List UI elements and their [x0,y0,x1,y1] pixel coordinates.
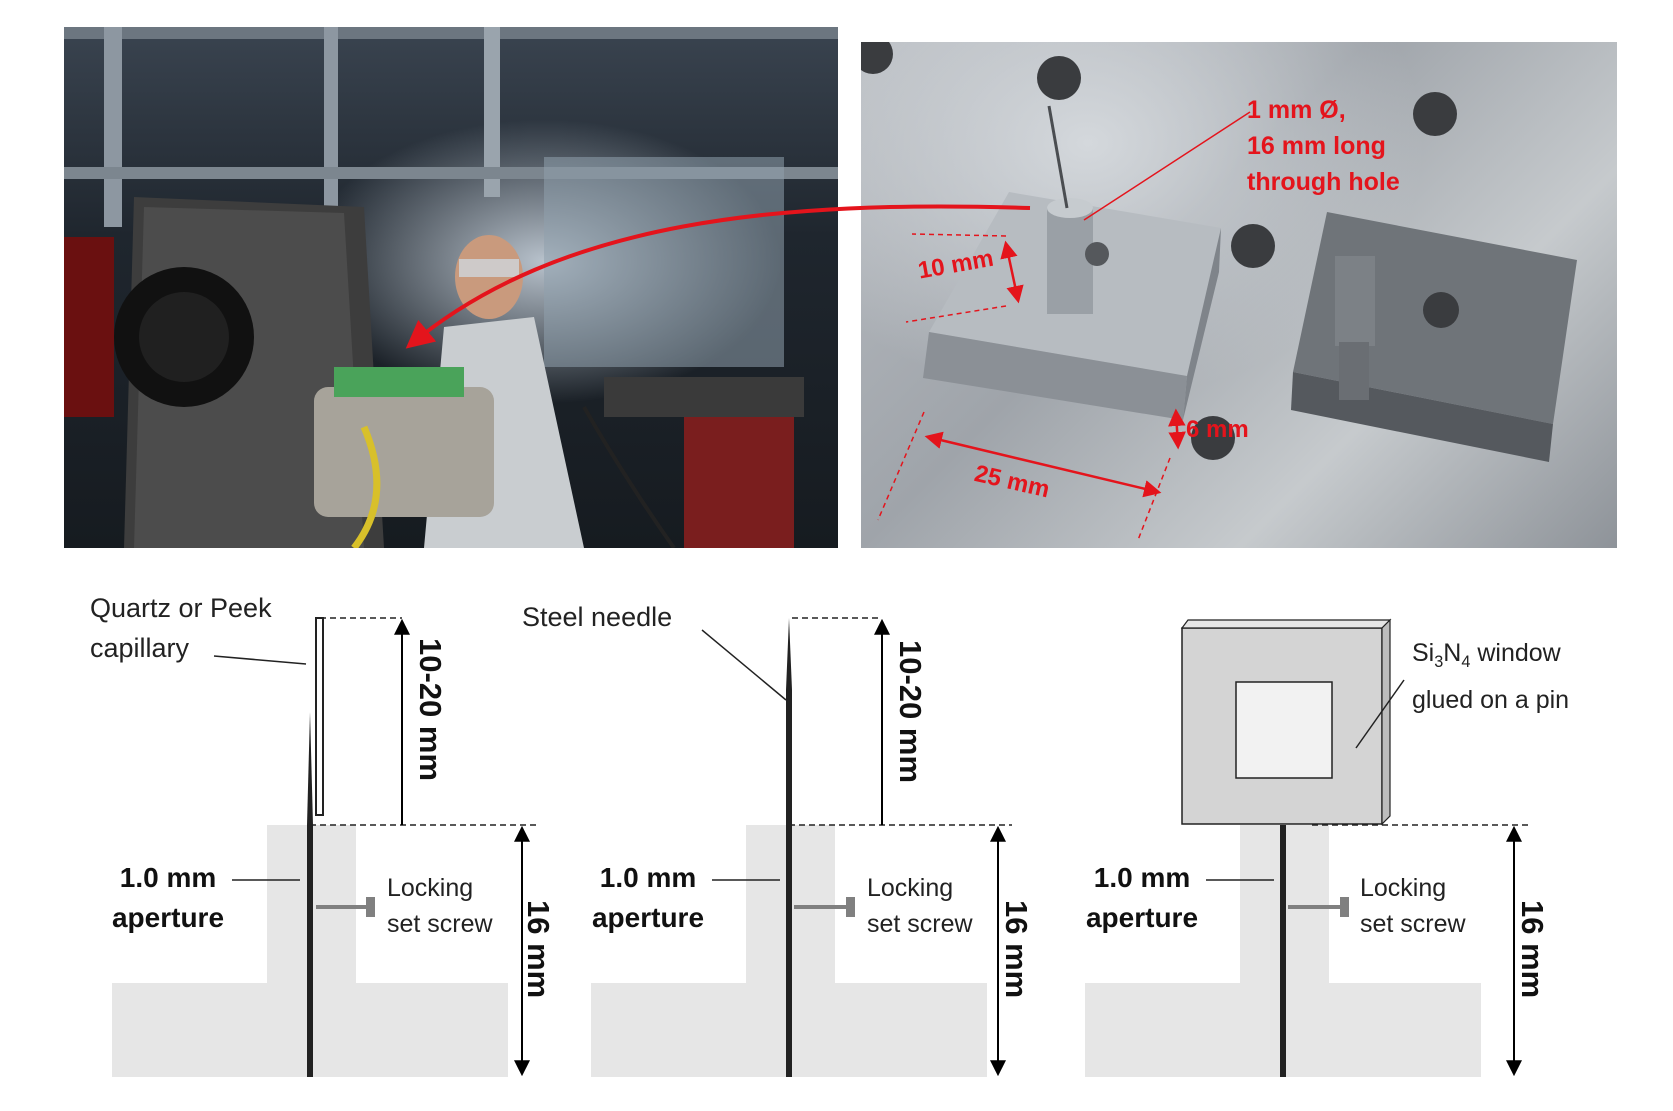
window-label-line2: glued on a pin [1412,686,1570,714]
window-pane [1235,681,1333,779]
needle-leader [701,629,787,701]
needle-tip [786,618,792,690]
window-label: Si3N4 window glued on a pin [1412,634,1569,719]
set-screw-label-3-line2: set screw [1360,910,1466,938]
through-hole-label-line3: through hole [1247,168,1400,196]
aperture-label-1: 1.0 mm aperture [98,858,238,938]
set-screw-label-1-line1: Locking [387,874,474,902]
thickness-dimension-label: 6 mm [1186,416,1249,443]
aperture-label-2-line2: aperture [591,902,705,933]
window-panel [1085,618,1530,1077]
set-screw-label-2: Locking set screw [867,870,973,942]
set-screw-label-3: Locking set screw [1360,870,1466,942]
window-label-line1: Si3N4 window [1412,639,1561,671]
capillary-label-line1: Quartz or Peek [90,593,272,623]
capillary-leader [213,655,307,665]
through-hole-label-line2: 16 mm long [1247,132,1386,160]
depth-label-1: 16 mm [521,900,556,999]
capillary-tip [307,712,313,825]
aperture-label-2-line1: 1.0 mm [599,862,697,893]
set-screw-label-2-line1: Locking [867,874,954,902]
needle-label: Steel needle [522,602,673,632]
set-screw-label-1-line2: set screw [387,910,493,938]
set-screw-label-2-line2: set screw [867,910,973,938]
through-hole-label-line1: 1 mm Ø, [1247,96,1346,124]
capillary-length-label: 10-20 mm [413,638,448,782]
needle-length-label: 10-20 mm [893,640,928,784]
through-hole-label: 1 mm Ø, 16 mm long through hole [1247,92,1400,200]
capillary-label: Quartz or Peek capillary [90,588,272,668]
capillary-tube [315,617,324,816]
sample-holder-photo [861,42,1617,548]
lab-photo-drawing [64,27,838,548]
aperture-label-1-line2: aperture [111,902,225,933]
set-screw-label-3-line1: Locking [1360,874,1447,902]
aperture-label-1-line1: 1.0 mm [119,862,217,893]
mounting-schematics [112,617,1530,1077]
photo-annotation-overlay [405,111,1251,541]
window-leader [1355,679,1405,749]
connection-arrow [405,204,1031,349]
set-screw-label-1: Locking set screw [387,870,493,942]
aperture-label-2: 1.0 mm aperture [578,858,718,938]
sample-holder-drawing [861,42,1577,462]
aperture-label-3-line2: aperture [1085,902,1199,933]
depth-label-3: 16 mm [1515,900,1550,999]
depth-label-2: 16 mm [999,900,1034,999]
needle-panel [591,617,1012,1077]
capillary-label-line2: capillary [90,633,190,663]
capillary-panel [112,617,536,1077]
aperture-label-3-line1: 1.0 mm [1093,862,1191,893]
beamline-lab-photo [64,27,838,548]
aperture-label-3: 1.0 mm aperture [1072,858,1212,938]
